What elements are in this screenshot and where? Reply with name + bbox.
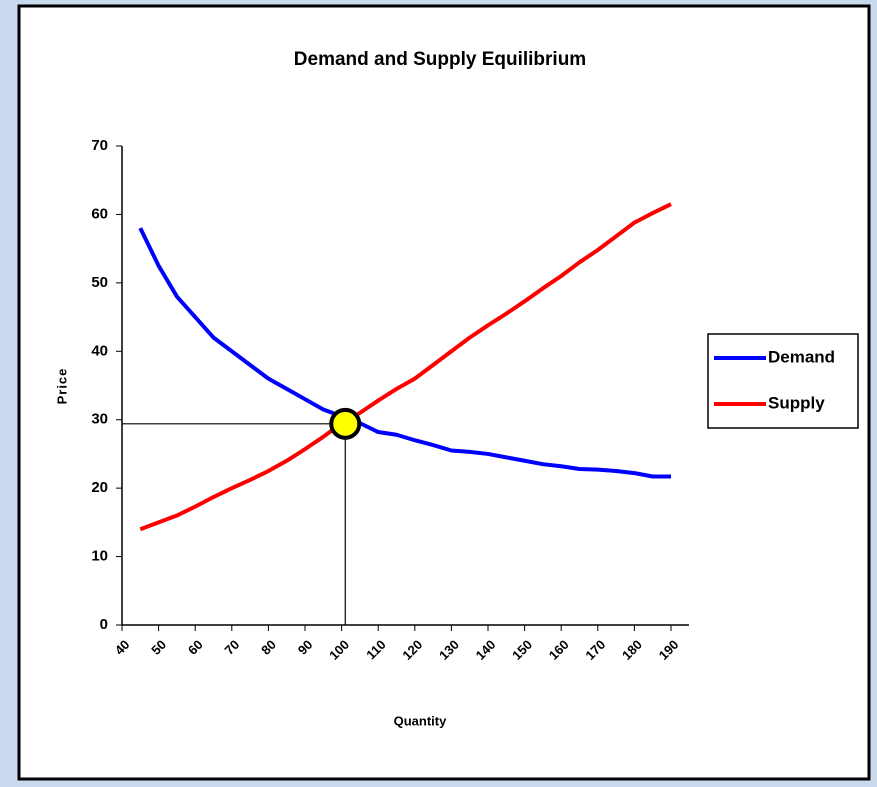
x-axis-label: Quantity (394, 713, 447, 728)
series-line (139, 202, 672, 532)
y-tick-label: 10 (91, 548, 108, 565)
equilibrium-point (329, 407, 362, 440)
y-tick-label: 0 (100, 616, 108, 633)
legend-box (707, 333, 859, 429)
y-axis-label: Price (54, 368, 69, 405)
y-tick-label: 30 (91, 411, 108, 428)
y-tick-label: 40 (91, 342, 108, 359)
chart-title: Demand and Supply Equilibrium (294, 49, 586, 70)
legend-label: Demand (768, 347, 835, 366)
y-tick-label: 60 (91, 205, 108, 222)
series-line (138, 227, 671, 479)
y-tick-label: 50 (91, 274, 108, 291)
y-tick-label: 20 (91, 479, 108, 496)
y-tick-label: 70 (91, 137, 108, 154)
legend-label: Supply (768, 393, 825, 412)
